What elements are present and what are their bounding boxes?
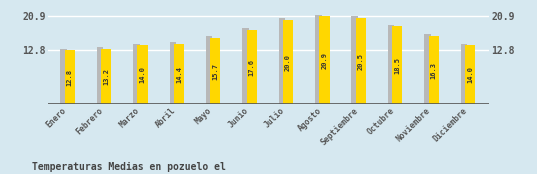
Text: 20.5: 20.5 [358,53,364,70]
Text: 17.6: 17.6 [249,59,255,76]
Bar [356,18,366,104]
Bar [97,47,103,104]
Text: 16.3: 16.3 [431,61,437,78]
Bar [279,18,285,104]
Bar [133,44,140,104]
Bar [174,44,184,104]
Bar [424,34,431,104]
Text: 20.9: 20.9 [322,52,328,69]
Text: 14.4: 14.4 [176,66,182,82]
Text: 20.0: 20.0 [285,54,291,71]
Bar [242,28,249,104]
Bar [246,30,257,104]
Bar [211,38,220,104]
Bar [206,36,213,104]
Bar [352,16,358,104]
Bar [461,44,467,104]
Text: 12.8: 12.8 [67,69,73,86]
Text: 14.0: 14.0 [467,66,473,83]
Text: 18.5: 18.5 [394,57,400,74]
Text: 15.7: 15.7 [212,63,219,80]
Bar [320,16,330,104]
Text: 13.2: 13.2 [103,68,109,85]
Text: Temperaturas Medias en pozuelo el: Temperaturas Medias en pozuelo el [32,162,226,172]
Bar [60,49,67,104]
Text: 14.0: 14.0 [140,66,146,83]
Bar [388,25,394,104]
Bar [64,50,75,104]
Bar [101,49,111,104]
Bar [315,14,322,104]
Bar [170,42,176,104]
Bar [429,36,439,104]
Bar [465,45,475,104]
Bar [283,20,293,104]
Bar [392,26,402,104]
Bar [137,45,148,104]
